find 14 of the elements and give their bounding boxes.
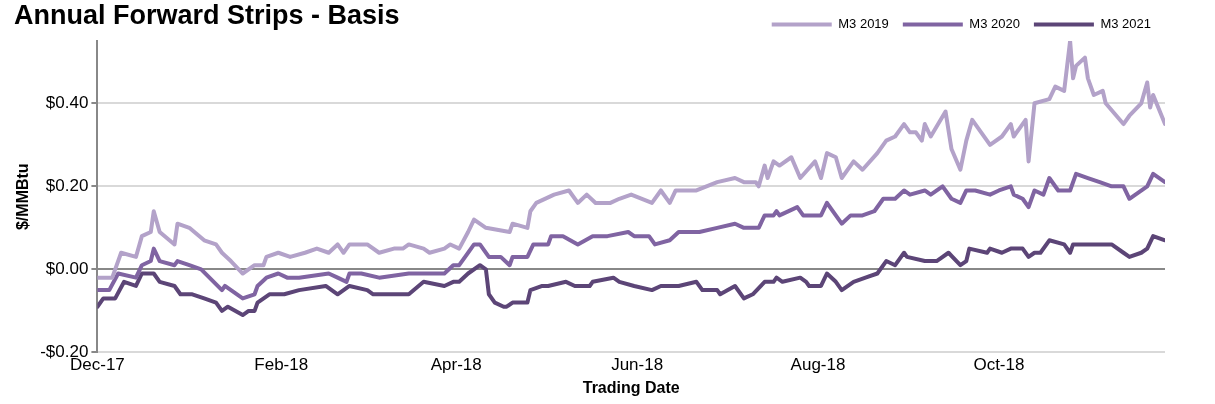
x-tick-label: Aug-18: [790, 355, 846, 375]
legend-label: M3 2021: [1100, 16, 1151, 32]
chart-title: Annual Forward Strips - Basis: [14, 0, 400, 31]
x-axis-title: Trading Date: [582, 378, 680, 396]
legend-label: M3 2020: [969, 16, 1020, 32]
y-axis-title: $/MMBtu: [14, 163, 32, 231]
x-tick-label: Jun-18: [611, 355, 664, 375]
y-tick-label: $0.40: [45, 92, 89, 112]
x-tick-label: Oct-18: [973, 355, 1025, 375]
x-tick-label: Feb-18: [254, 355, 309, 375]
y-tick-label: $0.20: [45, 176, 89, 196]
x-tick-label: Apr-18: [430, 355, 482, 375]
legend-label: M3 2019: [838, 16, 889, 32]
y-tick-label: $0.00: [45, 259, 89, 279]
